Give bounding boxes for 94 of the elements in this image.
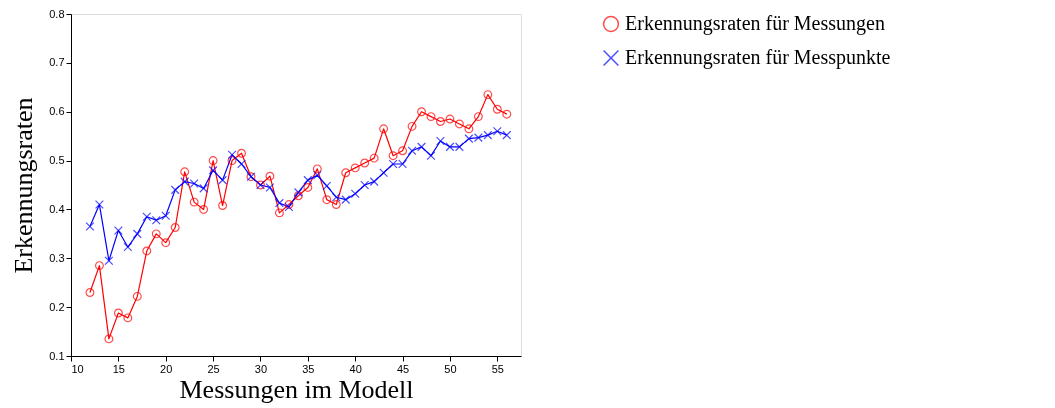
point: [312, 164, 322, 174]
point: [180, 167, 190, 177]
point: [492, 126, 502, 136]
point: [341, 168, 351, 178]
point: [436, 136, 445, 146]
y-tick-label: 0.2: [49, 300, 65, 313]
point: [237, 159, 246, 169]
y-axis-title: Erkennungsraten: [9, 97, 39, 274]
point: [142, 212, 152, 222]
x-tick-label: 55: [491, 362, 504, 375]
x-tick-label: 10: [71, 362, 84, 375]
point: [388, 151, 398, 161]
point: [189, 197, 199, 207]
point: [94, 200, 104, 210]
point: [199, 183, 209, 193]
point: [265, 171, 275, 181]
point: [104, 334, 114, 344]
point: [502, 109, 512, 119]
x-tick-label: 20: [160, 362, 173, 375]
point: [417, 142, 426, 152]
point: [492, 104, 502, 114]
point: [398, 146, 408, 156]
point: [445, 114, 455, 124]
point: [123, 313, 133, 323]
point: [502, 130, 512, 140]
point: [379, 168, 389, 178]
point: [94, 261, 104, 271]
y-tick-label: 0.8: [49, 7, 65, 20]
point: [170, 223, 180, 232]
x-tick-label: 40: [349, 362, 362, 375]
x-tick-label: 30: [254, 362, 268, 375]
point: [151, 215, 161, 225]
point: [123, 242, 133, 252]
point: [274, 198, 284, 208]
point: [473, 112, 483, 122]
point: [161, 238, 171, 248]
point: [274, 208, 284, 218]
point: [426, 151, 436, 161]
x-tick-label: 15: [112, 362, 125, 375]
point: [379, 124, 389, 134]
point: [426, 112, 436, 122]
x-tick-label: 45: [396, 362, 410, 375]
point: [322, 181, 332, 191]
point: [132, 229, 142, 239]
point: [436, 117, 445, 126]
point: [293, 187, 303, 197]
point: [218, 201, 228, 210]
y-tick-label: 0.3: [49, 251, 65, 264]
point: [161, 211, 171, 221]
point: [208, 165, 218, 175]
point: [227, 156, 237, 166]
point: [483, 90, 493, 100]
point: [218, 175, 228, 185]
x-axis-title: Messungen im Modell: [179, 374, 414, 404]
point: [293, 191, 303, 201]
x-tick-label: 50: [444, 362, 457, 375]
x-tick-label: 25: [207, 362, 220, 375]
point: [369, 153, 379, 163]
point: [360, 180, 370, 190]
point: [303, 175, 313, 185]
y-tick-label: 0.4: [49, 202, 65, 215]
point: [199, 204, 209, 214]
y-tick-label: 0.7: [49, 56, 65, 69]
point: [132, 291, 142, 301]
point: [208, 156, 218, 166]
point: [407, 121, 417, 131]
point: [350, 163, 360, 173]
point: [350, 189, 360, 199]
point: [369, 177, 379, 187]
point: [322, 195, 332, 205]
y-tick-label: 0.6: [49, 105, 65, 118]
point: [142, 246, 152, 256]
point: [85, 222, 95, 231]
point: [113, 308, 123, 318]
y-tick-label: 0.5: [49, 154, 65, 167]
point: [417, 107, 426, 117]
point: [331, 200, 341, 210]
point: [113, 225, 123, 235]
legend-label: Erkennungsraten für Messpunkte: [625, 46, 891, 69]
point: [170, 185, 180, 195]
x-tick-label: 35: [302, 362, 315, 375]
point: [151, 229, 161, 239]
point: [407, 146, 417, 156]
point: [85, 288, 95, 297]
point: [464, 124, 474, 134]
y-tick-label: 0.1: [49, 349, 65, 362]
legend-label: Erkennungsraten für Messungen: [625, 12, 885, 35]
point: [237, 148, 246, 158]
point: [104, 256, 114, 266]
point: [227, 150, 237, 160]
point: [303, 182, 313, 192]
point: [360, 158, 370, 168]
point: [312, 170, 322, 180]
point: [454, 119, 464, 129]
